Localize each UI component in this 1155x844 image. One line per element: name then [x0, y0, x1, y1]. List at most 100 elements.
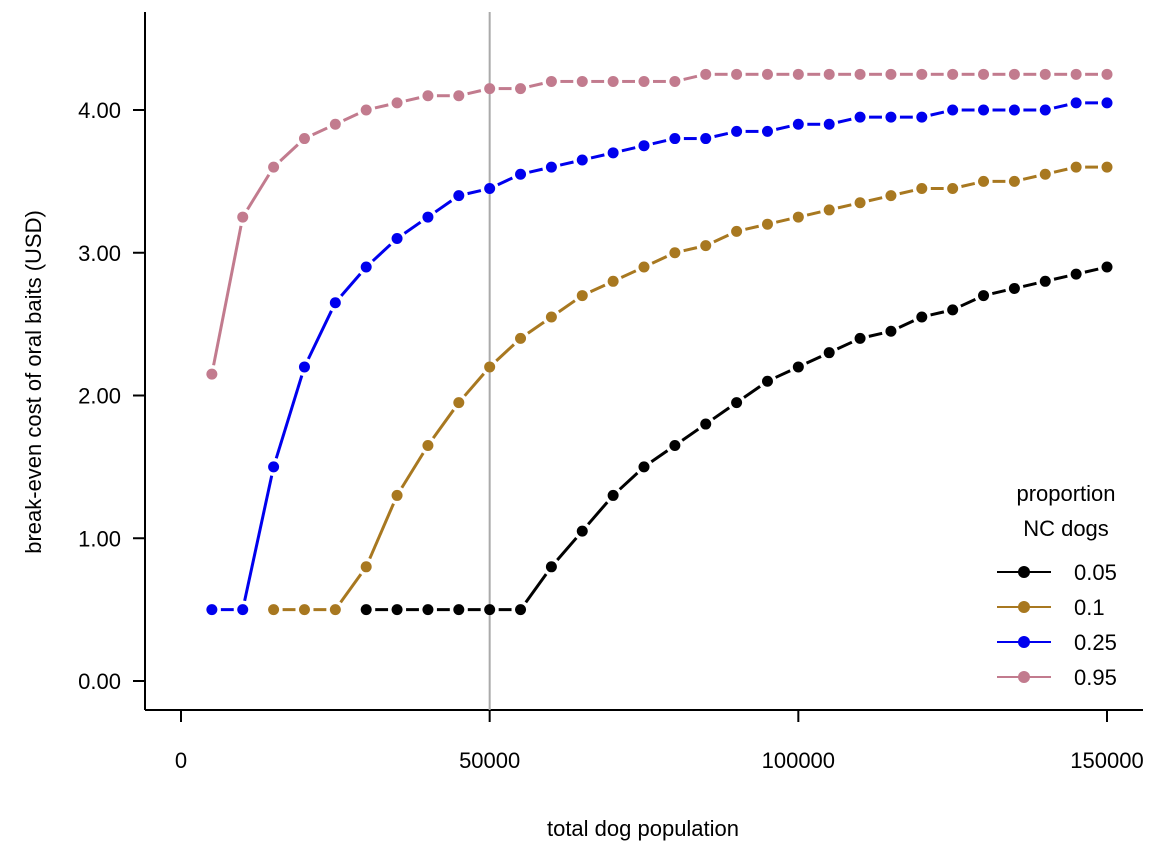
series-segment [212, 225, 243, 366]
series-segment [339, 573, 363, 604]
y-tick-label: 1.00 [78, 526, 121, 551]
data-point [669, 133, 681, 145]
series-segment [1053, 274, 1068, 281]
data-point [731, 225, 743, 237]
series-0-05 [360, 261, 1113, 616]
data-point [545, 75, 557, 87]
data-point [947, 183, 959, 195]
series-segment [1084, 267, 1099, 274]
series-segment [837, 117, 852, 124]
legend-label: 0.95 [1074, 665, 1117, 690]
data-point [761, 68, 773, 80]
data-point [854, 68, 866, 80]
data-point [947, 104, 959, 116]
series-segment [713, 233, 730, 244]
data-point [237, 604, 249, 616]
series-segment [495, 343, 515, 362]
data-point [978, 68, 990, 80]
series-0-1 [268, 161, 1113, 616]
series-segment [868, 331, 883, 338]
data-point [1039, 168, 1051, 180]
data-point [298, 133, 310, 145]
data-point [1039, 104, 1051, 116]
data-point [607, 75, 619, 87]
data-point [422, 90, 434, 102]
series-segment [1022, 281, 1037, 288]
data-point [484, 604, 496, 616]
series-segment [312, 126, 328, 137]
data-point [1070, 268, 1082, 280]
legend-label: 0.1 [1074, 595, 1105, 620]
data-point [360, 604, 372, 616]
series-segment [930, 110, 945, 117]
data-point [761, 375, 773, 387]
series-segment [930, 310, 945, 317]
data-point [268, 461, 280, 473]
data-point [792, 361, 804, 373]
data-point [885, 190, 897, 202]
legend-item: 0.05 [997, 560, 1117, 585]
series-segment [683, 74, 698, 81]
data-point [916, 311, 928, 323]
series-segment [621, 146, 636, 153]
data-point [761, 125, 773, 137]
data-point [453, 397, 465, 409]
data-point [978, 290, 990, 302]
data-point [916, 68, 928, 80]
data-point [1008, 282, 1020, 294]
series-segment [836, 340, 853, 351]
data-point [484, 83, 496, 95]
legend-swatch-point [1018, 566, 1030, 578]
data-point [885, 68, 897, 80]
series-segment [559, 160, 574, 167]
data-point [576, 154, 588, 166]
data-point [206, 604, 218, 616]
data-point [823, 347, 835, 359]
legend-label: 0.25 [1074, 630, 1117, 655]
data-point [453, 604, 465, 616]
data-point [360, 561, 372, 573]
series-segment [743, 385, 761, 399]
data-point [731, 397, 743, 409]
series-segment [279, 143, 299, 163]
series-segment [651, 255, 668, 265]
data-point [515, 168, 527, 180]
series-0-25 [206, 97, 1113, 616]
data-point [1101, 97, 1113, 109]
series-segment [775, 124, 790, 131]
x-tick-label: 0 [175, 748, 187, 773]
legend-item: 0.95 [997, 665, 1117, 690]
data-point [700, 133, 712, 145]
data-point [700, 240, 712, 252]
data-point [1039, 275, 1051, 287]
legend-label: 0.05 [1074, 560, 1117, 585]
data-point [576, 525, 588, 537]
series-segment [403, 220, 422, 235]
series-segment [497, 176, 513, 187]
data-point [360, 261, 372, 273]
series-segment [307, 310, 333, 360]
data-point [391, 232, 403, 244]
data-point [885, 325, 897, 337]
y-axis-title: break-even cost of oral baits (USD) [21, 210, 46, 554]
data-point [545, 561, 557, 573]
data-point [854, 332, 866, 344]
data-point [854, 111, 866, 123]
data-point [607, 489, 619, 501]
series-segment [618, 471, 639, 491]
x-axis-title: total dog population [547, 816, 739, 841]
series-segment [681, 427, 700, 442]
series-segment [775, 369, 791, 379]
data-point [638, 261, 650, 273]
series-segment [745, 224, 760, 231]
y-tick-label: 3.00 [78, 241, 121, 266]
legend-swatch-point [1018, 636, 1030, 648]
series-segment [806, 210, 821, 217]
series-segment [400, 452, 425, 489]
data-point [515, 332, 527, 344]
data-point [422, 211, 434, 223]
data-point [1070, 97, 1082, 109]
data-point [329, 118, 341, 130]
data-point [576, 290, 588, 302]
data-point [1039, 68, 1051, 80]
